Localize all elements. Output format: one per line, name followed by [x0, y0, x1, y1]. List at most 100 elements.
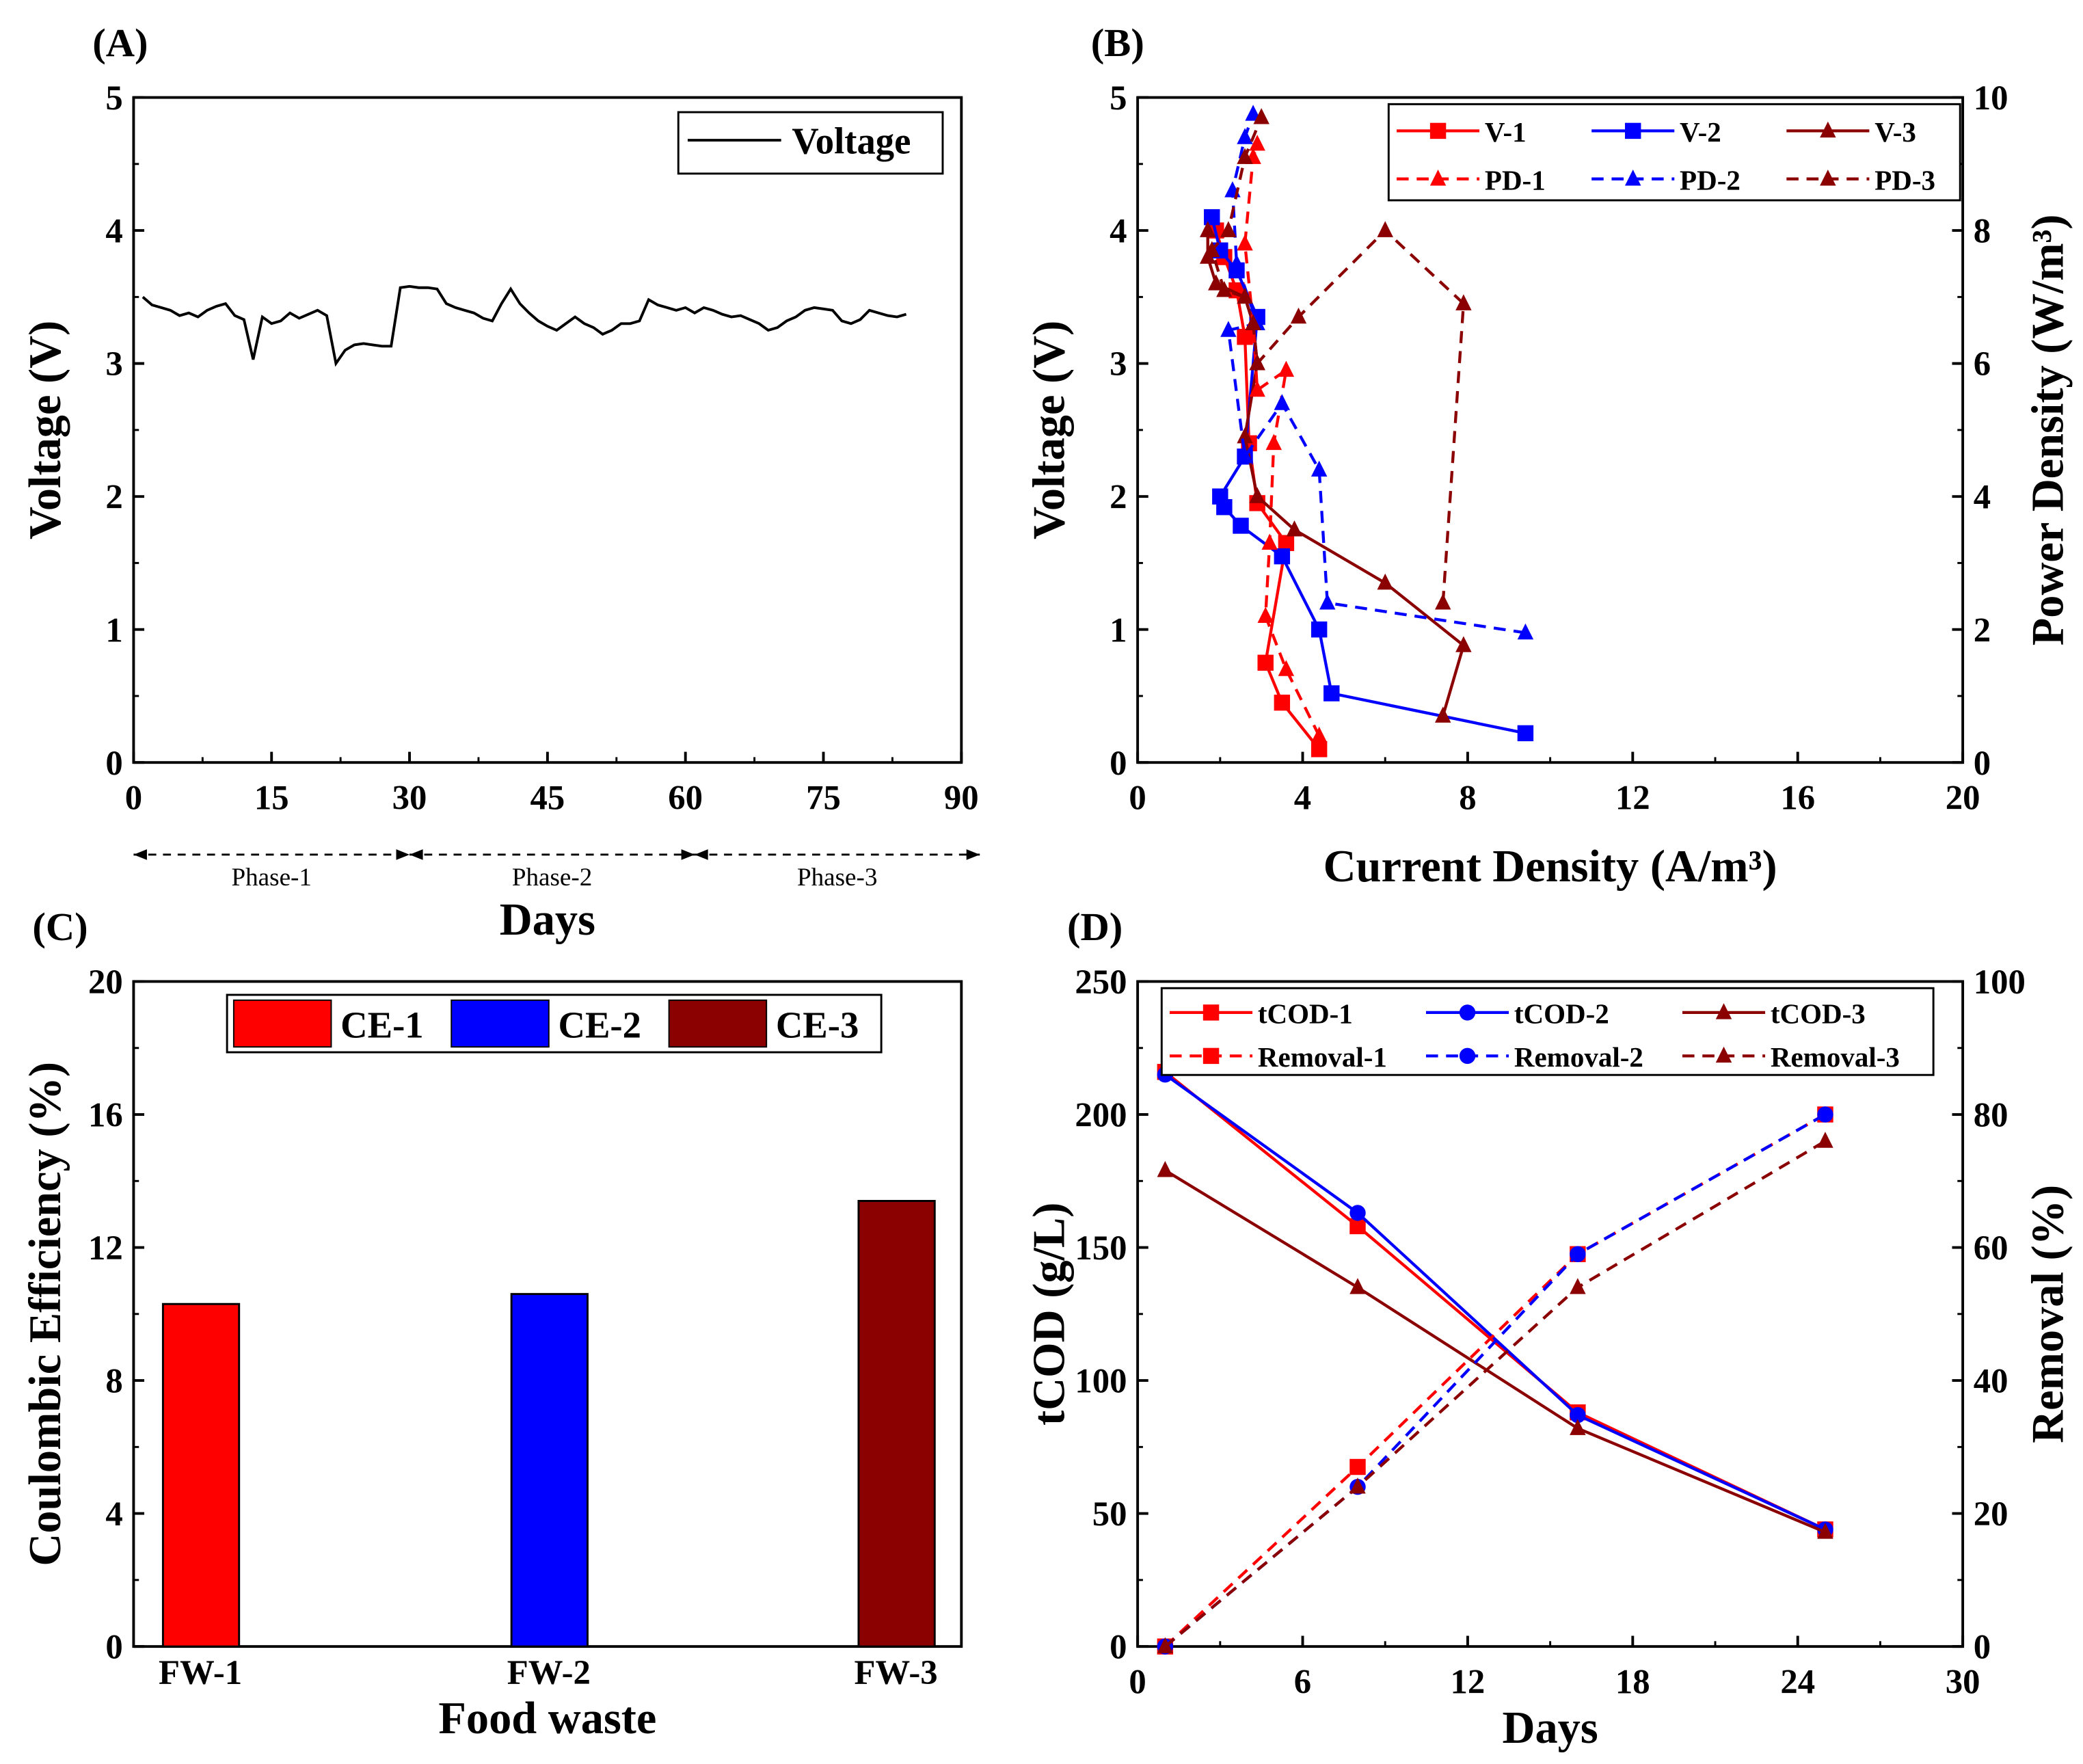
legend-label: Removal-1 [1258, 1041, 1387, 1073]
x-tick-label: 60 [668, 779, 703, 817]
data-point [1245, 314, 1261, 331]
panel-label: (C) [32, 905, 88, 949]
panel-label: (B) [1091, 21, 1144, 65]
data-point [1233, 518, 1249, 534]
data-point [1311, 741, 1328, 758]
y-tick-label: 3 [105, 345, 122, 383]
series-line [1164, 1113, 1827, 1648]
data-point [1249, 380, 1265, 397]
y-tick-label: 50 [1092, 1495, 1127, 1533]
legend-label: tCOD-3 [1771, 998, 1866, 1030]
legend-label: Voltage [792, 120, 911, 162]
data-point [1216, 280, 1233, 297]
y-tick-label: 0 [1110, 1628, 1127, 1666]
legend-label: PD-2 [1680, 164, 1741, 196]
x-axis-label: Current Density (A/m³) [1323, 842, 1777, 892]
x-tick-label: FW-2 [507, 1653, 591, 1692]
series-line [1164, 1073, 1826, 1531]
x-tick-label: 18 [1615, 1662, 1650, 1700]
y-tick-label: 0 [105, 1628, 122, 1666]
y2-tick-label: 80 [1974, 1096, 2008, 1134]
x-tick-label: 24 [1780, 1662, 1815, 1700]
data-point [1311, 726, 1328, 743]
y-tick-label: 4 [105, 1495, 122, 1533]
legend-label: CE-2 [558, 1004, 641, 1046]
x-tick-label: 0 [125, 779, 142, 817]
y2-tick-label: 2 [1974, 611, 1991, 649]
phase-label: Phase-2 [512, 864, 592, 892]
data-point [1274, 394, 1291, 410]
data-point [1570, 1278, 1586, 1294]
legend-swatch [451, 999, 550, 1048]
data-point [1349, 1218, 1366, 1235]
data-point [1434, 706, 1451, 723]
series-PD-3 [1204, 108, 1472, 610]
bar-CE-3 [857, 1200, 936, 1648]
data-point [1323, 685, 1340, 701]
series-Removal-3 [1157, 1132, 1833, 1653]
arrow-head [695, 849, 708, 860]
data-point [1204, 241, 1220, 258]
y2-tick-label: 10 [1974, 79, 2008, 117]
data-point [1349, 1478, 1366, 1494]
x-tick-label: 30 [392, 779, 427, 817]
data-point [1274, 694, 1291, 711]
data-point [1278, 535, 1295, 551]
data-point [1517, 623, 1534, 640]
y-tick-label: 8 [105, 1362, 122, 1400]
legend-label: CE-1 [340, 1004, 424, 1046]
data-point [1377, 573, 1393, 590]
y2-tick-label: 100 [1974, 963, 2026, 1001]
series-PD-1 [1237, 134, 1328, 743]
legend [1160, 987, 1935, 1076]
data-point [1278, 360, 1295, 377]
data-point [1199, 221, 1216, 237]
y-tick-label: 1 [105, 611, 122, 649]
x-tick-label: 15 [254, 779, 289, 817]
series-line [1164, 1071, 1826, 1531]
arrow-head [681, 849, 695, 860]
data-point [1237, 148, 1253, 164]
legend-marker [1202, 1047, 1220, 1065]
bar-CE-2 [510, 1293, 589, 1648]
y2-tick-label: 40 [1974, 1362, 2008, 1400]
bar-CE-1 [161, 1302, 241, 1648]
data-point [1257, 606, 1274, 623]
arrow-head [409, 849, 423, 860]
x-tick-label: 90 [944, 779, 979, 817]
y-tick-label: 16 [88, 1096, 123, 1134]
y-tick-label: 5 [1110, 79, 1127, 117]
data-point [1253, 108, 1269, 124]
series-line [1210, 116, 1466, 603]
y-tick-label: 5 [105, 79, 122, 117]
x-tick-label: 6 [1294, 1662, 1311, 1700]
y-tick-label: 0 [105, 744, 122, 782]
x-tick-label: 16 [1780, 779, 1815, 817]
x-tick-label: 30 [1946, 1662, 1980, 1700]
series-line [1243, 144, 1321, 737]
data-point [1455, 294, 1472, 310]
legend-label: tCOD-1 [1258, 998, 1353, 1030]
y-axis-label: tCOD (g/L) [1025, 1203, 1075, 1426]
y-tick-label: 2 [1110, 478, 1127, 516]
data-point [1517, 725, 1534, 742]
legend [677, 111, 944, 175]
y2-tick-label: 60 [1974, 1229, 2008, 1267]
x-tick-label: 20 [1946, 779, 1980, 817]
y2-axis-label: Removal (%) [2024, 1185, 2073, 1443]
series-tCOD-1 [1157, 1064, 1833, 1538]
data-point [1274, 548, 1291, 565]
legend-marker [1459, 1004, 1476, 1021]
y-axis-label: Voltage (V) [1025, 321, 1075, 539]
data-point [1237, 234, 1253, 251]
arrow-head [966, 849, 980, 860]
data-point [1257, 654, 1274, 671]
data-point [1455, 636, 1472, 652]
data-point [1220, 221, 1237, 237]
y-tick-label: 1 [1110, 611, 1127, 649]
legend [1387, 103, 1961, 202]
series-Removal-2 [1157, 1106, 1833, 1655]
legend-marker [1459, 1047, 1476, 1065]
x-tick-label: 4 [1294, 779, 1311, 817]
